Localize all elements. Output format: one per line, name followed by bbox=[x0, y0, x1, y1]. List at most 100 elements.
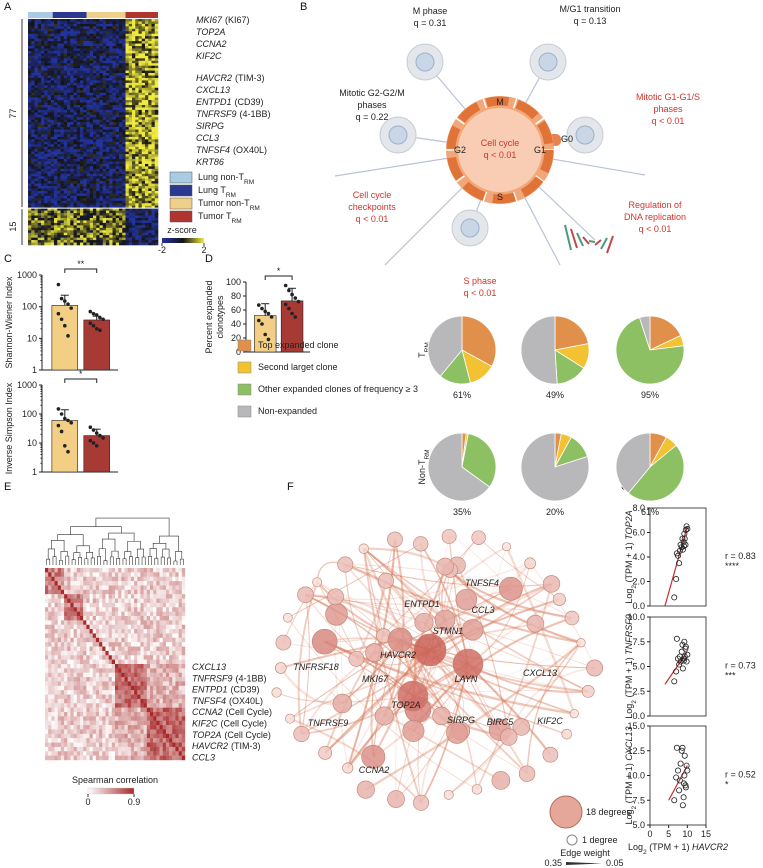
heatmap-cell bbox=[135, 166, 139, 170]
heatmap-cell bbox=[57, 242, 61, 246]
correlation-cell bbox=[178, 650, 183, 656]
heatmap-cell bbox=[141, 33, 146, 37]
heatmap-cell bbox=[138, 141, 143, 145]
heatmap-cell bbox=[112, 159, 117, 162]
correlation-cell bbox=[99, 616, 103, 621]
heatmap-cell bbox=[63, 50, 68, 54]
heatmap-cell bbox=[112, 31, 117, 35]
heatmap-cell bbox=[54, 122, 58, 125]
heatmap-cell bbox=[109, 208, 113, 211]
heatmap-cell bbox=[145, 220, 149, 224]
heatmap-cell bbox=[138, 112, 143, 116]
heatmap-cell bbox=[115, 127, 120, 130]
heatmap-cell bbox=[99, 41, 104, 44]
heatmap-cell bbox=[145, 41, 149, 44]
heatmap-cell bbox=[63, 136, 68, 140]
heatmap-cell bbox=[112, 181, 117, 184]
heatmap-cell bbox=[44, 43, 48, 47]
heatmap-cell bbox=[31, 82, 35, 86]
heatmap-cell bbox=[109, 65, 113, 69]
correlation-cell bbox=[118, 650, 122, 656]
heatmap-cell bbox=[54, 48, 58, 52]
correlation-cell bbox=[121, 581, 125, 586]
heatmap-cell bbox=[99, 163, 104, 167]
heatmap-cell bbox=[41, 213, 45, 216]
heatmap-cell bbox=[47, 31, 52, 35]
heatmap-cell bbox=[57, 63, 61, 66]
heatmap-cell bbox=[86, 146, 91, 150]
heatmap-cell bbox=[119, 82, 123, 86]
heatmap-cell bbox=[31, 195, 35, 199]
correlation-cell bbox=[178, 589, 183, 595]
heatmap-cell bbox=[70, 208, 74, 211]
correlation-cell bbox=[86, 616, 90, 621]
correlation-cell bbox=[181, 655, 186, 660]
heatmap-cell bbox=[31, 114, 35, 118]
heatmap-cell bbox=[128, 104, 133, 108]
heatmap-cell bbox=[96, 33, 100, 37]
correlation-cell bbox=[146, 568, 151, 573]
heatmap-cell bbox=[34, 43, 39, 47]
heatmap-cell bbox=[122, 21, 126, 25]
heatmap-cell bbox=[89, 92, 94, 96]
heatmap-cell bbox=[106, 46, 110, 49]
heatmap-cell bbox=[54, 70, 58, 74]
correlation-cell bbox=[83, 629, 87, 634]
heatmap-cell bbox=[151, 48, 156, 52]
correlation-cell bbox=[150, 598, 154, 604]
dendrogram-branch bbox=[73, 552, 81, 560]
heatmap-cell bbox=[63, 198, 68, 202]
heatmap-cell bbox=[93, 183, 97, 187]
heatmap-cell bbox=[112, 213, 117, 216]
heatmap-cell bbox=[135, 168, 139, 172]
correlation-cell bbox=[102, 598, 106, 604]
heatmap-cell bbox=[54, 237, 58, 241]
heatmap-cell bbox=[50, 75, 55, 79]
heatmap-cell bbox=[112, 242, 117, 246]
heatmap-cell bbox=[47, 90, 52, 93]
heatmap-cell bbox=[28, 173, 32, 177]
heatmap-cell bbox=[44, 188, 48, 192]
correlation-cell bbox=[153, 646, 157, 652]
heatmap-cell bbox=[47, 73, 52, 76]
heatmap-cell bbox=[106, 114, 110, 118]
heatmap-cell bbox=[37, 80, 42, 84]
text-part: (OX40L) bbox=[233, 145, 267, 155]
pie-label: 95% bbox=[641, 390, 659, 400]
correlation-cell bbox=[57, 598, 62, 604]
heatmap-cell bbox=[28, 127, 32, 130]
heatmap-cell bbox=[76, 41, 81, 44]
heatmap-cell bbox=[96, 225, 100, 229]
correlation-cell bbox=[45, 598, 49, 604]
heatmap-cell bbox=[63, 186, 68, 189]
heatmap-cell bbox=[34, 176, 39, 179]
correlation-cell bbox=[130, 616, 135, 621]
heatmap-cell bbox=[80, 225, 84, 229]
heatmap-cell bbox=[63, 183, 68, 187]
heatmap-cell bbox=[106, 129, 110, 133]
heatmap-cell bbox=[115, 215, 120, 219]
heatmap-cell bbox=[138, 55, 143, 59]
heatmap-cell bbox=[57, 90, 61, 93]
correlation-cell bbox=[143, 607, 148, 612]
correlation-cell bbox=[121, 572, 125, 577]
heatmap-cell bbox=[67, 222, 71, 226]
heatmap-cell bbox=[89, 73, 94, 76]
correlation-cell bbox=[105, 602, 109, 608]
correlation-cell bbox=[108, 624, 113, 630]
correlation-cell bbox=[89, 576, 93, 582]
heatmap-cell bbox=[125, 112, 130, 116]
heatmap-cell bbox=[154, 50, 159, 54]
heatmap-cell bbox=[96, 240, 100, 243]
correlation-cell bbox=[86, 598, 90, 604]
heatmap-cell bbox=[151, 112, 156, 116]
heatmap-cell bbox=[93, 122, 97, 125]
heatmap-cell bbox=[70, 19, 74, 22]
heatmap-cell bbox=[63, 129, 68, 133]
heatmap-cell bbox=[76, 65, 81, 69]
heatmap-cell bbox=[63, 102, 68, 106]
heatmap-cell bbox=[135, 198, 139, 202]
heatmap-cell bbox=[76, 100, 81, 103]
heatmap-cell bbox=[96, 168, 100, 172]
heatmap-cell bbox=[28, 203, 32, 206]
